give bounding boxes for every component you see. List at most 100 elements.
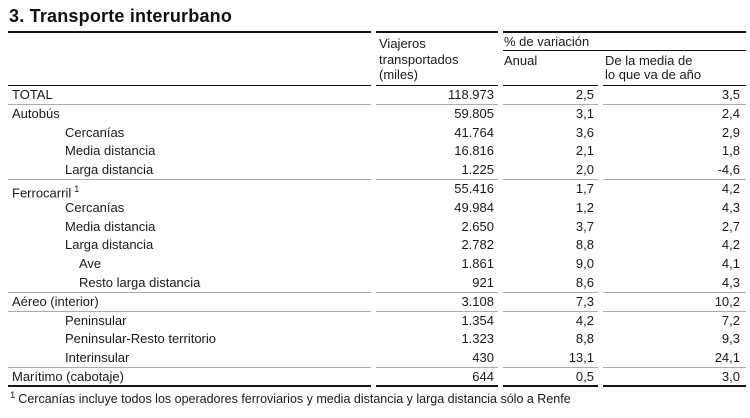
row-label: Larga distancia (65, 237, 154, 253)
cell-viajeros: 430 (376, 349, 498, 368)
cell-viajeros: 59.805 (454, 105, 494, 121)
row-label: Peninsular-Resto territorio (65, 331, 217, 347)
cell-anual: 2,5 (503, 86, 598, 105)
cell-anual: 1,7 (575, 180, 594, 196)
cell-media: -4,6 (603, 161, 746, 180)
table-row: Larga distancia 2.782 8,8 4,2 (8, 236, 746, 255)
cell-media: 10,2 (603, 293, 746, 312)
table-row: Autobús 59.805 3,1 2,4 (8, 105, 746, 124)
table-row: Interinsular 430 13,1 24,1 (8, 349, 746, 368)
page-title: 3. Transporte interurbano (9, 6, 233, 26)
cell-viajeros: 1.861 (461, 256, 494, 272)
cell-anual: 8,6 (503, 274, 598, 293)
cell-viajeros: 1.225 (376, 161, 498, 180)
header-media-line1: De la media de (605, 53, 693, 68)
table-row: Peninsular 1.354 4,2 7,2 (8, 312, 746, 331)
row-label: Ferrocarril 1 (8, 180, 371, 199)
table-row: Cercanías 49.984 1,2 4,3 (8, 199, 746, 218)
cell-anual: 2,0 (503, 161, 598, 180)
cell-viajeros: 1.354 (461, 312, 494, 328)
header-media-line2: lo que va de año (605, 66, 702, 82)
cell-viajeros: 1.323 (461, 331, 494, 347)
cell-viajeros: 118.973 (376, 86, 498, 105)
table-row: Larga distancia 1.225 2,0 -4,6 (8, 161, 746, 180)
cell-viajeros: 2.650 (461, 218, 494, 234)
cell-viajeros: 16.816 (454, 143, 494, 159)
header-pct-variacion: % de variación (503, 33, 746, 51)
row-label: Larga distancia (8, 161, 371, 180)
cell-anual: 8,8 (575, 237, 594, 253)
cell-media: 3,0 (603, 368, 746, 387)
header-viajeros-line3: (miles) (379, 67, 418, 82)
cell-anual: 7,3 (503, 293, 598, 312)
cell-viajeros: 2.782 (461, 237, 494, 253)
cell-media: 4,1 (721, 256, 740, 272)
footnote-marker: 1 (74, 183, 80, 194)
table-row: Aéreo (interior) 3.108 7,3 10,2 (8, 293, 746, 312)
header-anual: Anual (503, 51, 598, 86)
table-row: Resto larga distancia 921 8,6 4,3 (8, 274, 746, 293)
table-row: Cercanías 41.764 3,6 2,9 (8, 124, 746, 143)
row-label: Ave (79, 256, 102, 272)
cell-media: 4,3 (603, 274, 746, 293)
row-label: Media distancia (65, 218, 156, 234)
cell-anual: 3,6 (575, 124, 594, 140)
cell-media: 9,3 (721, 331, 740, 347)
header-viajeros-line2: transportados (379, 51, 459, 67)
cell-media: 24,1 (603, 349, 746, 368)
transport-table: Viajeros transportados (miles) % de vari… (8, 31, 746, 387)
footnote-text: Cercanías incluye todos los operadores f… (18, 391, 571, 406)
cell-anual: 3,1 (575, 105, 594, 121)
cell-media: 4,3 (721, 199, 740, 215)
table-row: Peninsular-Resto territorio 1.323 8,8 9,… (8, 330, 746, 349)
footnote-marker: 1 (10, 389, 16, 401)
row-label: Aéreo (interior) (8, 293, 371, 312)
cell-anual: 3,7 (575, 218, 594, 234)
cell-viajeros: 3.108 (376, 293, 498, 312)
header-viajeros-line1: Viajeros (379, 36, 426, 51)
cell-anual: 0,5 (503, 368, 598, 387)
cell-anual: 2,1 (575, 143, 594, 159)
cell-viajeros: 644 (376, 368, 498, 387)
cell-media: 7,2 (721, 312, 740, 328)
table-row: Marítimo (cabotaje) 644 0,5 3,0 (8, 368, 746, 387)
header-pct-variacion-group: % de variación Anual De la media de lo q… (503, 31, 746, 86)
row-label-text: Ferrocarril (12, 185, 72, 199)
cell-media: 3,5 (603, 86, 746, 105)
cell-media: 2,4 (721, 105, 740, 121)
footnote: 1 Cercanías incluye todos los operadores … (8, 390, 746, 406)
table-header: Viajeros transportados (miles) % de vari… (8, 31, 746, 86)
row-label: Media distancia (65, 143, 156, 159)
cell-anual: 8,8 (575, 331, 594, 347)
cell-media: 4,2 (721, 180, 740, 196)
cell-anual: 4,2 (575, 312, 594, 328)
header-media-anual: De la media de lo que va de año (603, 51, 746, 86)
cell-anual: 9,0 (575, 256, 594, 272)
cell-anual: 13,1 (503, 349, 598, 368)
cell-media: 1,8 (721, 143, 740, 159)
table-row: TOTAL 118.973 2,5 3,5 (8, 86, 746, 105)
row-label: Autobús (12, 105, 60, 121)
cell-media: 4,2 (721, 237, 740, 253)
row-label: Peninsular (65, 312, 127, 328)
cell-media: 2,9 (721, 124, 740, 140)
row-label: Resto larga distancia (8, 274, 371, 293)
table-row: Media distancia 2.650 3,7 2,7 (8, 218, 746, 237)
row-label: Marítimo (cabotaje) (8, 368, 371, 387)
header-viajeros-transportados: Viajeros transportados (miles) (376, 31, 498, 86)
cell-viajeros: 49.984 (454, 199, 494, 215)
cell-anual: 1,2 (575, 199, 594, 215)
cell-viajeros: 41.764 (454, 124, 494, 140)
header-label-column (8, 31, 371, 86)
header-subcolumns: Anual De la media de lo que va de año (503, 51, 746, 86)
row-label: Cercanías (65, 124, 125, 140)
cell-viajeros: 921 (376, 274, 498, 293)
table-row: Media distancia 16.816 2,1 1,8 (8, 142, 746, 161)
row-label: Cercanías (65, 199, 125, 215)
cell-viajeros: 55.416 (454, 180, 494, 196)
table-row: Ave 1.861 9,0 4,1 (8, 255, 746, 274)
row-label: Interinsular (8, 349, 371, 368)
row-label: TOTAL (8, 86, 371, 105)
cell-media: 2,7 (721, 218, 740, 234)
